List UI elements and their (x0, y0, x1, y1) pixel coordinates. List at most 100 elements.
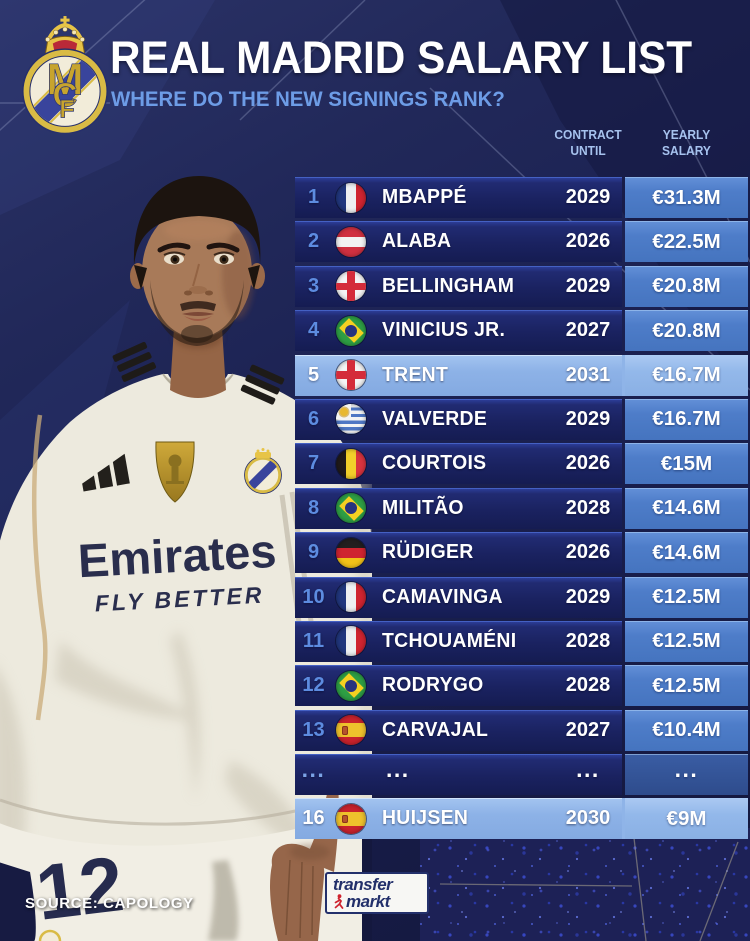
salary-cell: €16.7M (652, 407, 721, 431)
sponsor-wordmark: Emirates (77, 524, 278, 587)
crest-letter-f: F (59, 96, 75, 124)
table-row: 2 ALABA 2026 €22.5M (295, 221, 748, 263)
rank-cell: 3 (307, 274, 320, 297)
player-hair (133, 176, 261, 265)
rank-cell: 10 (302, 585, 325, 608)
rank-cell: 16 (302, 807, 325, 830)
rank-cell: 2 (307, 230, 320, 253)
shoulder-stripes-right (240, 364, 285, 405)
contract-cell: 2026 (565, 452, 611, 475)
contract-cell: 2027 (565, 319, 611, 342)
spain-flag-icon (336, 715, 366, 746)
player-name-cell: VALVERDE (382, 407, 488, 430)
salary-cell: €10.4M (652, 718, 721, 742)
rank-cell: 13 (302, 718, 325, 741)
contract-cell: 2028 (565, 629, 611, 652)
salary-cell: €12.5M (652, 585, 721, 609)
player-eyes (163, 251, 235, 265)
contract-cell: 2028 (565, 674, 611, 697)
club-world-cup-badge-icon (155, 441, 195, 503)
table-row: 5 TRENT 2031 €16.7M (295, 354, 748, 396)
salary-cell: €14.6M (652, 496, 721, 520)
salary-cell: €20.8M (652, 318, 721, 342)
player-name-cell: TRENT (382, 363, 449, 386)
player-name-cell: MILITÃO (382, 496, 464, 519)
crest-letter-m: M (46, 54, 83, 104)
shorts (0, 821, 362, 941)
france-flag-icon (336, 182, 366, 213)
shoulder-stripes-left (112, 341, 157, 382)
contract-cell: 2029 (565, 585, 611, 608)
jersey-crest-icon (244, 448, 282, 494)
table-row: 8 MILITÃO 2028 €14.6M (295, 487, 748, 529)
contract-cell: 2028 (565, 496, 611, 519)
table-row: 10 CAMAVINGA 2029 €12.5M (295, 576, 748, 618)
table-row: 7 COURTOIS 2026 €15M (295, 443, 748, 485)
uruguay-flag-icon (336, 404, 366, 435)
salary-cell: €22.5M (652, 229, 721, 253)
france-flag-icon (336, 626, 366, 657)
brazil-flag-icon (336, 315, 366, 346)
table-row: 12 RODRYGO 2028 €12.5M (295, 665, 748, 707)
contract-cell: 2030 (565, 807, 611, 830)
table-row: 4 VINICIUS JR. 2027 €20.8M (295, 310, 748, 352)
page-subtitle: WHERE DO THE NEW SIGNINGS RANK? (111, 88, 505, 111)
rank-cell: 5 (307, 363, 320, 386)
england-flag-icon (336, 271, 366, 302)
table-row: 16 HUIJSEN 2030 €9M (295, 798, 748, 840)
contract-cell: 2031 (565, 363, 611, 386)
brazil-flag-icon (336, 493, 366, 524)
rank-cell: 11 (302, 629, 325, 652)
rank-cell: 1 (307, 186, 320, 208)
contract-cell: 2026 (565, 230, 611, 253)
player-name-cell: RÜDIGER (382, 541, 474, 564)
player-name-cell: ... (386, 756, 410, 783)
table-row: 13 CARVAJAL 2027 €10.4M (295, 709, 748, 751)
player-name-cell: VINICIUS JR. (382, 319, 506, 342)
player-name-cell: CAMAVINGA (382, 585, 503, 608)
salary-cell: €9M (666, 806, 707, 830)
contract-cell: 2029 (565, 186, 611, 208)
contract-cell: 2029 (565, 274, 611, 297)
rank-cell: 6 (307, 407, 320, 430)
table-row: 11 TCHOUAMÉNI 2028 €12.5M (295, 620, 748, 662)
jersey-piping (31, 414, 48, 721)
rank-cell: 7 (307, 452, 320, 475)
contract-cell: 2027 (565, 718, 611, 741)
shorts-crest-icon (38, 929, 62, 941)
england-flag-icon (336, 360, 366, 391)
rank-cell: 9 (307, 541, 320, 564)
salary-cell: €12.5M (652, 629, 721, 653)
salary-table: 1 MBAPPÉ 2029 €31.3M 2 ALABA 2026 €22.5M… (295, 177, 748, 843)
column-header-salary: YEARLY SALARY (662, 128, 711, 158)
table-row: 3 BELLINGHAM 2029 €20.8M (295, 265, 748, 307)
germany-flag-icon (336, 537, 366, 568)
player-name-cell: MBAPPÉ (382, 186, 467, 208)
salary-cell: €12.5M (652, 673, 721, 697)
belgium-flag-icon (336, 448, 366, 479)
contract-cell: ... (576, 756, 600, 783)
transfermarkt-wordmark-bottom: markt (346, 892, 390, 911)
player-name-cell: HUIJSEN (382, 807, 469, 830)
transfermarkt-logo: transfer markt (325, 872, 429, 914)
page-title: REAL MADRID SALARY LIST (110, 32, 693, 83)
rank-cell: 4 (307, 319, 320, 342)
player-name-cell: TCHOUAMÉNI (382, 629, 517, 652)
contract-cell: 2026 (565, 541, 611, 564)
column-header-contract: CONTRACT UNTIL (554, 128, 622, 158)
salary-cell: ... (674, 756, 699, 783)
shorts-number: 12 (31, 839, 128, 937)
spain-flag-icon (336, 803, 366, 834)
salary-cell: €16.7M (652, 363, 721, 387)
rank-cell: ... (301, 756, 326, 783)
rank-cell: 8 (307, 496, 320, 519)
table-row: 1 MBAPPÉ 2029 €31.3M (295, 177, 748, 218)
rank-cell: 12 (302, 674, 325, 697)
france-flag-icon (336, 582, 366, 613)
player-name-cell: CARVAJAL (382, 718, 489, 741)
crest-letter-c: C (53, 77, 78, 115)
player-name-cell: ALABA (382, 230, 452, 253)
salary-table-rows: 1 MBAPPÉ 2029 €31.3M 2 ALABA 2026 €22.5M… (295, 177, 748, 840)
brazil-flag-icon (336, 670, 366, 701)
